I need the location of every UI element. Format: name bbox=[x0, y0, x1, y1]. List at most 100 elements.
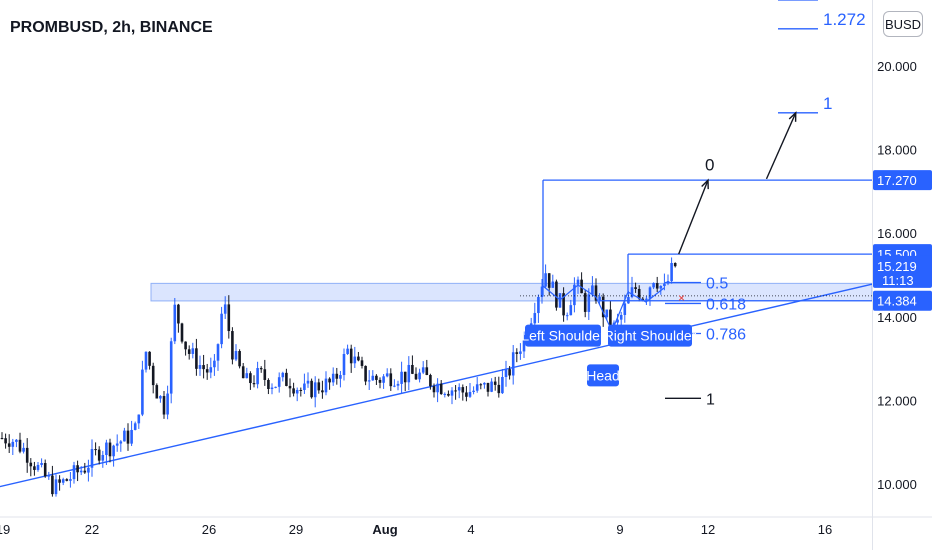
price-label-17.270: 17.270 bbox=[877, 173, 917, 188]
candle-body bbox=[429, 375, 432, 387]
candle bbox=[173, 297, 177, 345]
candle-body bbox=[594, 285, 598, 301]
candle-body bbox=[267, 379, 270, 389]
candle bbox=[177, 303, 180, 333]
currency-button[interactable]: BUSD bbox=[883, 11, 923, 37]
candle-body bbox=[591, 285, 594, 295]
candle-body bbox=[655, 283, 659, 289]
candle-body bbox=[148, 351, 151, 366]
candle bbox=[501, 368, 504, 394]
candle bbox=[191, 342, 195, 359]
candle-body bbox=[15, 439, 18, 442]
candle bbox=[303, 373, 306, 394]
candle bbox=[155, 383, 159, 399]
price-label-15.219: 15.219 bbox=[877, 259, 917, 274]
price-label-15.219-bg[interactable] bbox=[873, 255, 932, 288]
candle bbox=[144, 351, 148, 373]
candle-body bbox=[515, 352, 519, 354]
candle-body bbox=[378, 379, 382, 383]
candle bbox=[97, 446, 101, 465]
candle-body bbox=[364, 365, 367, 382]
trendline[interactable] bbox=[0, 283, 873, 492]
candle-body bbox=[583, 293, 587, 312]
candle bbox=[472, 386, 475, 395]
candle bbox=[299, 387, 303, 397]
candle bbox=[439, 380, 443, 395]
candle-body bbox=[198, 365, 202, 369]
right-shoulder-badge-bg[interactable] bbox=[608, 324, 692, 347]
candle-body bbox=[396, 383, 400, 386]
candle bbox=[151, 362, 155, 394]
candle bbox=[281, 371, 285, 382]
candle bbox=[61, 477, 65, 486]
candle-body bbox=[389, 373, 393, 387]
candle-body bbox=[141, 369, 144, 415]
candle-body bbox=[310, 380, 313, 398]
candle-body bbox=[533, 313, 537, 324]
candle-body bbox=[54, 479, 58, 495]
candle-body bbox=[537, 296, 540, 314]
candle-body bbox=[465, 392, 468, 397]
x-tick-label: 26 bbox=[202, 522, 216, 537]
candle-body bbox=[69, 479, 72, 481]
candle-body bbox=[65, 479, 69, 481]
candle bbox=[223, 296, 227, 319]
candle bbox=[148, 351, 151, 370]
candle bbox=[378, 377, 382, 389]
head-badge-bg[interactable] bbox=[587, 364, 619, 387]
head-and-shoulders-outline bbox=[542, 284, 665, 333]
candle-body bbox=[101, 455, 105, 461]
candle-body bbox=[623, 303, 627, 315]
candle-body bbox=[382, 376, 385, 383]
candle bbox=[468, 382, 472, 398]
candle bbox=[310, 378, 313, 399]
candle bbox=[371, 370, 375, 381]
candle-body bbox=[137, 414, 141, 424]
head-badge-label: Head bbox=[586, 367, 619, 383]
candle-body bbox=[486, 382, 490, 392]
candle bbox=[195, 338, 198, 376]
candle-body bbox=[349, 348, 353, 364]
candle-body bbox=[295, 389, 299, 394]
candle-body bbox=[0, 438, 4, 440]
candle-body bbox=[123, 430, 126, 442]
candle-body bbox=[166, 393, 169, 415]
candle bbox=[79, 466, 83, 476]
candle-body bbox=[256, 368, 259, 385]
candle-body bbox=[335, 373, 339, 379]
candle-body bbox=[119, 441, 123, 444]
candle bbox=[346, 344, 349, 355]
candle bbox=[515, 348, 519, 363]
candle-body bbox=[461, 387, 465, 393]
x-tick-label: 16 bbox=[818, 522, 832, 537]
left-shoulder-badge-label: Left Shoulder bbox=[521, 328, 605, 344]
price-label-countdown: 11:13 bbox=[882, 273, 914, 288]
candle bbox=[400, 361, 403, 394]
candle-body bbox=[4, 438, 7, 444]
retrace-level-0-618-label: 0.618 bbox=[706, 296, 746, 313]
candle-body bbox=[375, 375, 378, 380]
candle-body bbox=[231, 331, 234, 360]
left-shoulder-badge-bg[interactable] bbox=[525, 324, 601, 347]
candle-body bbox=[112, 445, 115, 457]
candle bbox=[105, 439, 108, 466]
candle-body bbox=[637, 288, 641, 299]
candle bbox=[202, 354, 205, 379]
candle bbox=[245, 367, 249, 379]
candle-body bbox=[115, 443, 119, 446]
candle-body bbox=[18, 439, 22, 452]
candle bbox=[180, 322, 184, 344]
candle-body bbox=[76, 465, 79, 473]
candle-body bbox=[605, 309, 609, 318]
y-tick-label: 20.000 bbox=[877, 59, 917, 74]
price-label-17.270-bg[interactable] bbox=[873, 170, 932, 191]
candle-body bbox=[263, 369, 267, 380]
candle-body bbox=[227, 304, 231, 332]
candle-body bbox=[249, 373, 252, 384]
candle-body bbox=[616, 319, 619, 323]
price-label-14.384-bg[interactable] bbox=[873, 290, 932, 311]
candle bbox=[126, 423, 130, 451]
candle bbox=[670, 257, 673, 284]
candle bbox=[166, 385, 169, 420]
